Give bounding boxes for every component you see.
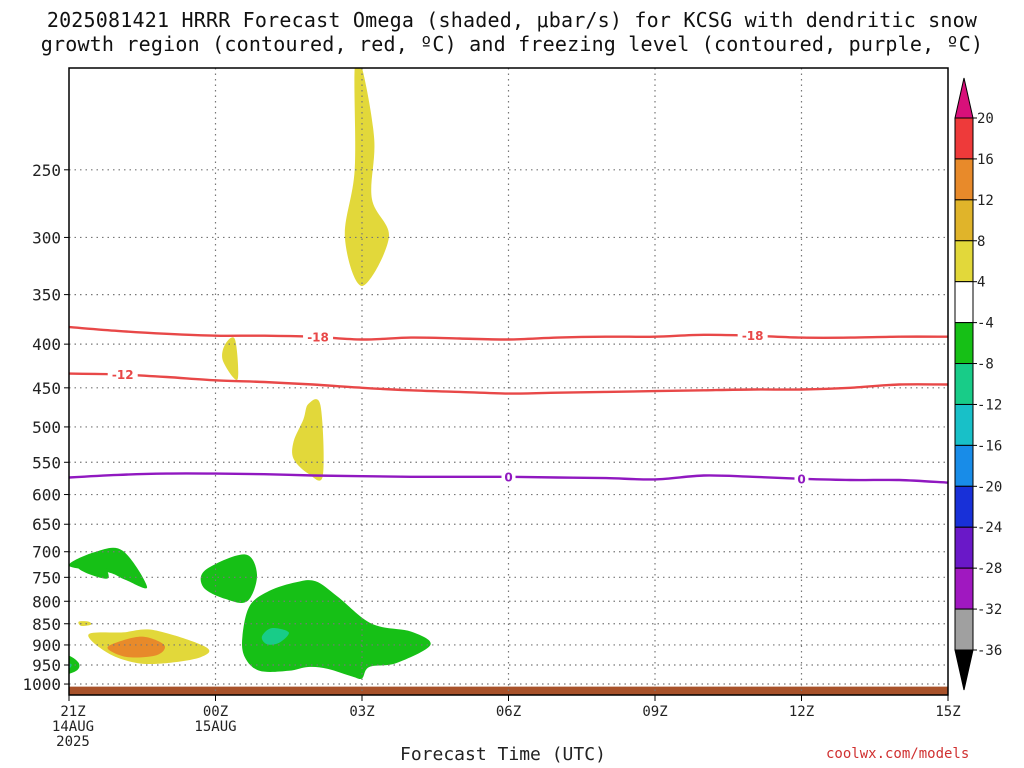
omega-region-2 [292, 399, 324, 481]
contour-lines: -18 -18 -12 0 0 [69, 325, 948, 486]
colorbar-band-3 [954, 240, 974, 283]
y-tick-label-550: 550 [32, 453, 61, 472]
colorbar-band-8 [954, 444, 974, 487]
contour-line--18 [69, 325, 948, 341]
chart-title-line-2: growth region (contoured, red, ºC) and f… [40, 32, 984, 56]
omega-region-1 [222, 337, 239, 380]
y-tick-label-800: 800 [32, 592, 61, 611]
omega-region-5 [78, 621, 92, 627]
colorbar-label-6: -8 [977, 357, 994, 373]
colorbar-label-1: 16 [977, 152, 994, 168]
colorbar-label-5: -4 [977, 316, 994, 332]
y-tick-label-650: 650 [32, 515, 61, 534]
contour-label-bg--18-0 [303, 329, 334, 344]
colorbar-label-7: -12 [977, 397, 1002, 413]
colorbar-top-arrow [954, 77, 974, 119]
y-tick-label-300: 300 [32, 228, 61, 247]
y-tick-label-600: 600 [32, 486, 61, 505]
colorbar-label-3: 8 [977, 234, 985, 250]
colorbar-label-9: -20 [977, 479, 1002, 495]
x-axis-label: Forecast Time (UTC) [400, 744, 606, 765]
x-tick-label-2-0: 03Z [349, 704, 374, 720]
omega-region-9 [69, 655, 80, 674]
x-tick-label-6-0: 15Z [935, 704, 960, 720]
colorbar-label-2: 12 [977, 193, 994, 209]
omega-region-12 [261, 627, 289, 645]
omega-region-11 [241, 580, 431, 680]
contour-line--12 [69, 372, 948, 395]
colorbar-bottom-arrow [954, 649, 974, 691]
colorbar-band-4 [954, 281, 974, 324]
y-tick-label-700: 700 [32, 543, 61, 562]
y-tick-label-1000: 1000 [22, 675, 61, 694]
colorbar-band-7 [954, 403, 974, 446]
x-tick-label-1-0: 00Z [203, 704, 228, 720]
chart-title: 2025081421 HRRR Forecast Omega (shaded, … [0, 8, 1024, 56]
y-tick-label-850: 850 [32, 615, 61, 634]
x-tick-label-5-0: 12Z [789, 704, 814, 720]
contour-label-bg-0-1 [794, 471, 809, 486]
omega-region-8 [200, 554, 258, 603]
colorbar-band-0 [954, 117, 974, 160]
x-tick-label-3-0: 06Z [496, 704, 521, 720]
omega-region-7 [77, 552, 109, 579]
colorbar-band-1 [954, 158, 974, 201]
y-tick-label-750: 750 [32, 568, 61, 587]
colorbar-label-12: -32 [977, 602, 1002, 618]
y-tick-label-350: 350 [32, 286, 61, 305]
colorbar-band-12 [954, 608, 974, 651]
colorbar-label-13: -36 [977, 643, 1002, 659]
contour-label--12-0: -12 [112, 368, 134, 382]
colorbar-band-11 [954, 567, 974, 610]
credit-link[interactable]: coolwx.com/models [826, 746, 970, 762]
colorbar-label-11: -28 [977, 561, 1002, 577]
omega-region-4 [107, 636, 165, 658]
chart-title-line-1: 2025081421 HRRR Forecast Omega (shaded, … [46, 8, 978, 32]
contour-label-0-1: 0 [797, 472, 805, 486]
contour-label-bg-0-0 [501, 469, 516, 484]
contour-label-0-0: 0 [504, 470, 512, 484]
colorbar-band-5 [954, 322, 974, 365]
grid-lines [69, 68, 948, 695]
y-tick-label-900: 900 [32, 636, 61, 655]
colorbar-label-4: 4 [977, 275, 985, 291]
y-tick-label-500: 500 [32, 418, 61, 437]
colorbar-band-6 [954, 363, 974, 405]
axes: 250 300 350 400 450 500 550 600 650 700 750 800 850 9… [22, 67, 961, 750]
y-tick-label-950: 950 [32, 656, 61, 675]
x-tick-label-1-1: 15AUG [194, 719, 236, 735]
colorbar-label-0: 20 [977, 111, 994, 127]
x-tick-label-0-1: 14AUG [52, 719, 94, 735]
colorbar-band-2 [954, 199, 974, 242]
y-tick-label-400: 400 [32, 335, 61, 354]
x-tick-label-4-0: 09Z [642, 704, 667, 720]
colorbar-band-10 [954, 526, 974, 569]
colorbar-label-8: -16 [977, 438, 1002, 454]
y-tick-label-450: 450 [32, 379, 61, 398]
x-tick-label-0-0: 21Z [60, 704, 85, 720]
contour-label--18-0: -18 [307, 330, 329, 344]
colorbar: 20 16 12 8 4 -4 -8 -12 -16 -20 -24 -28 -32 -36 [954, 77, 1002, 691]
omega-region-0 [344, 68, 389, 286]
colorbar-band-9 [954, 485, 974, 528]
contour-label-bg--18-1 [737, 328, 768, 343]
x-tick-label-0-2: 2025 [56, 734, 90, 750]
omega-shading [69, 68, 431, 680]
y-tick-label-250: 250 [32, 161, 61, 180]
colorbar-label-10: -24 [977, 520, 1002, 536]
contour-label-bg--12-0 [107, 367, 138, 382]
contour-label--18-1: -18 [742, 329, 764, 343]
